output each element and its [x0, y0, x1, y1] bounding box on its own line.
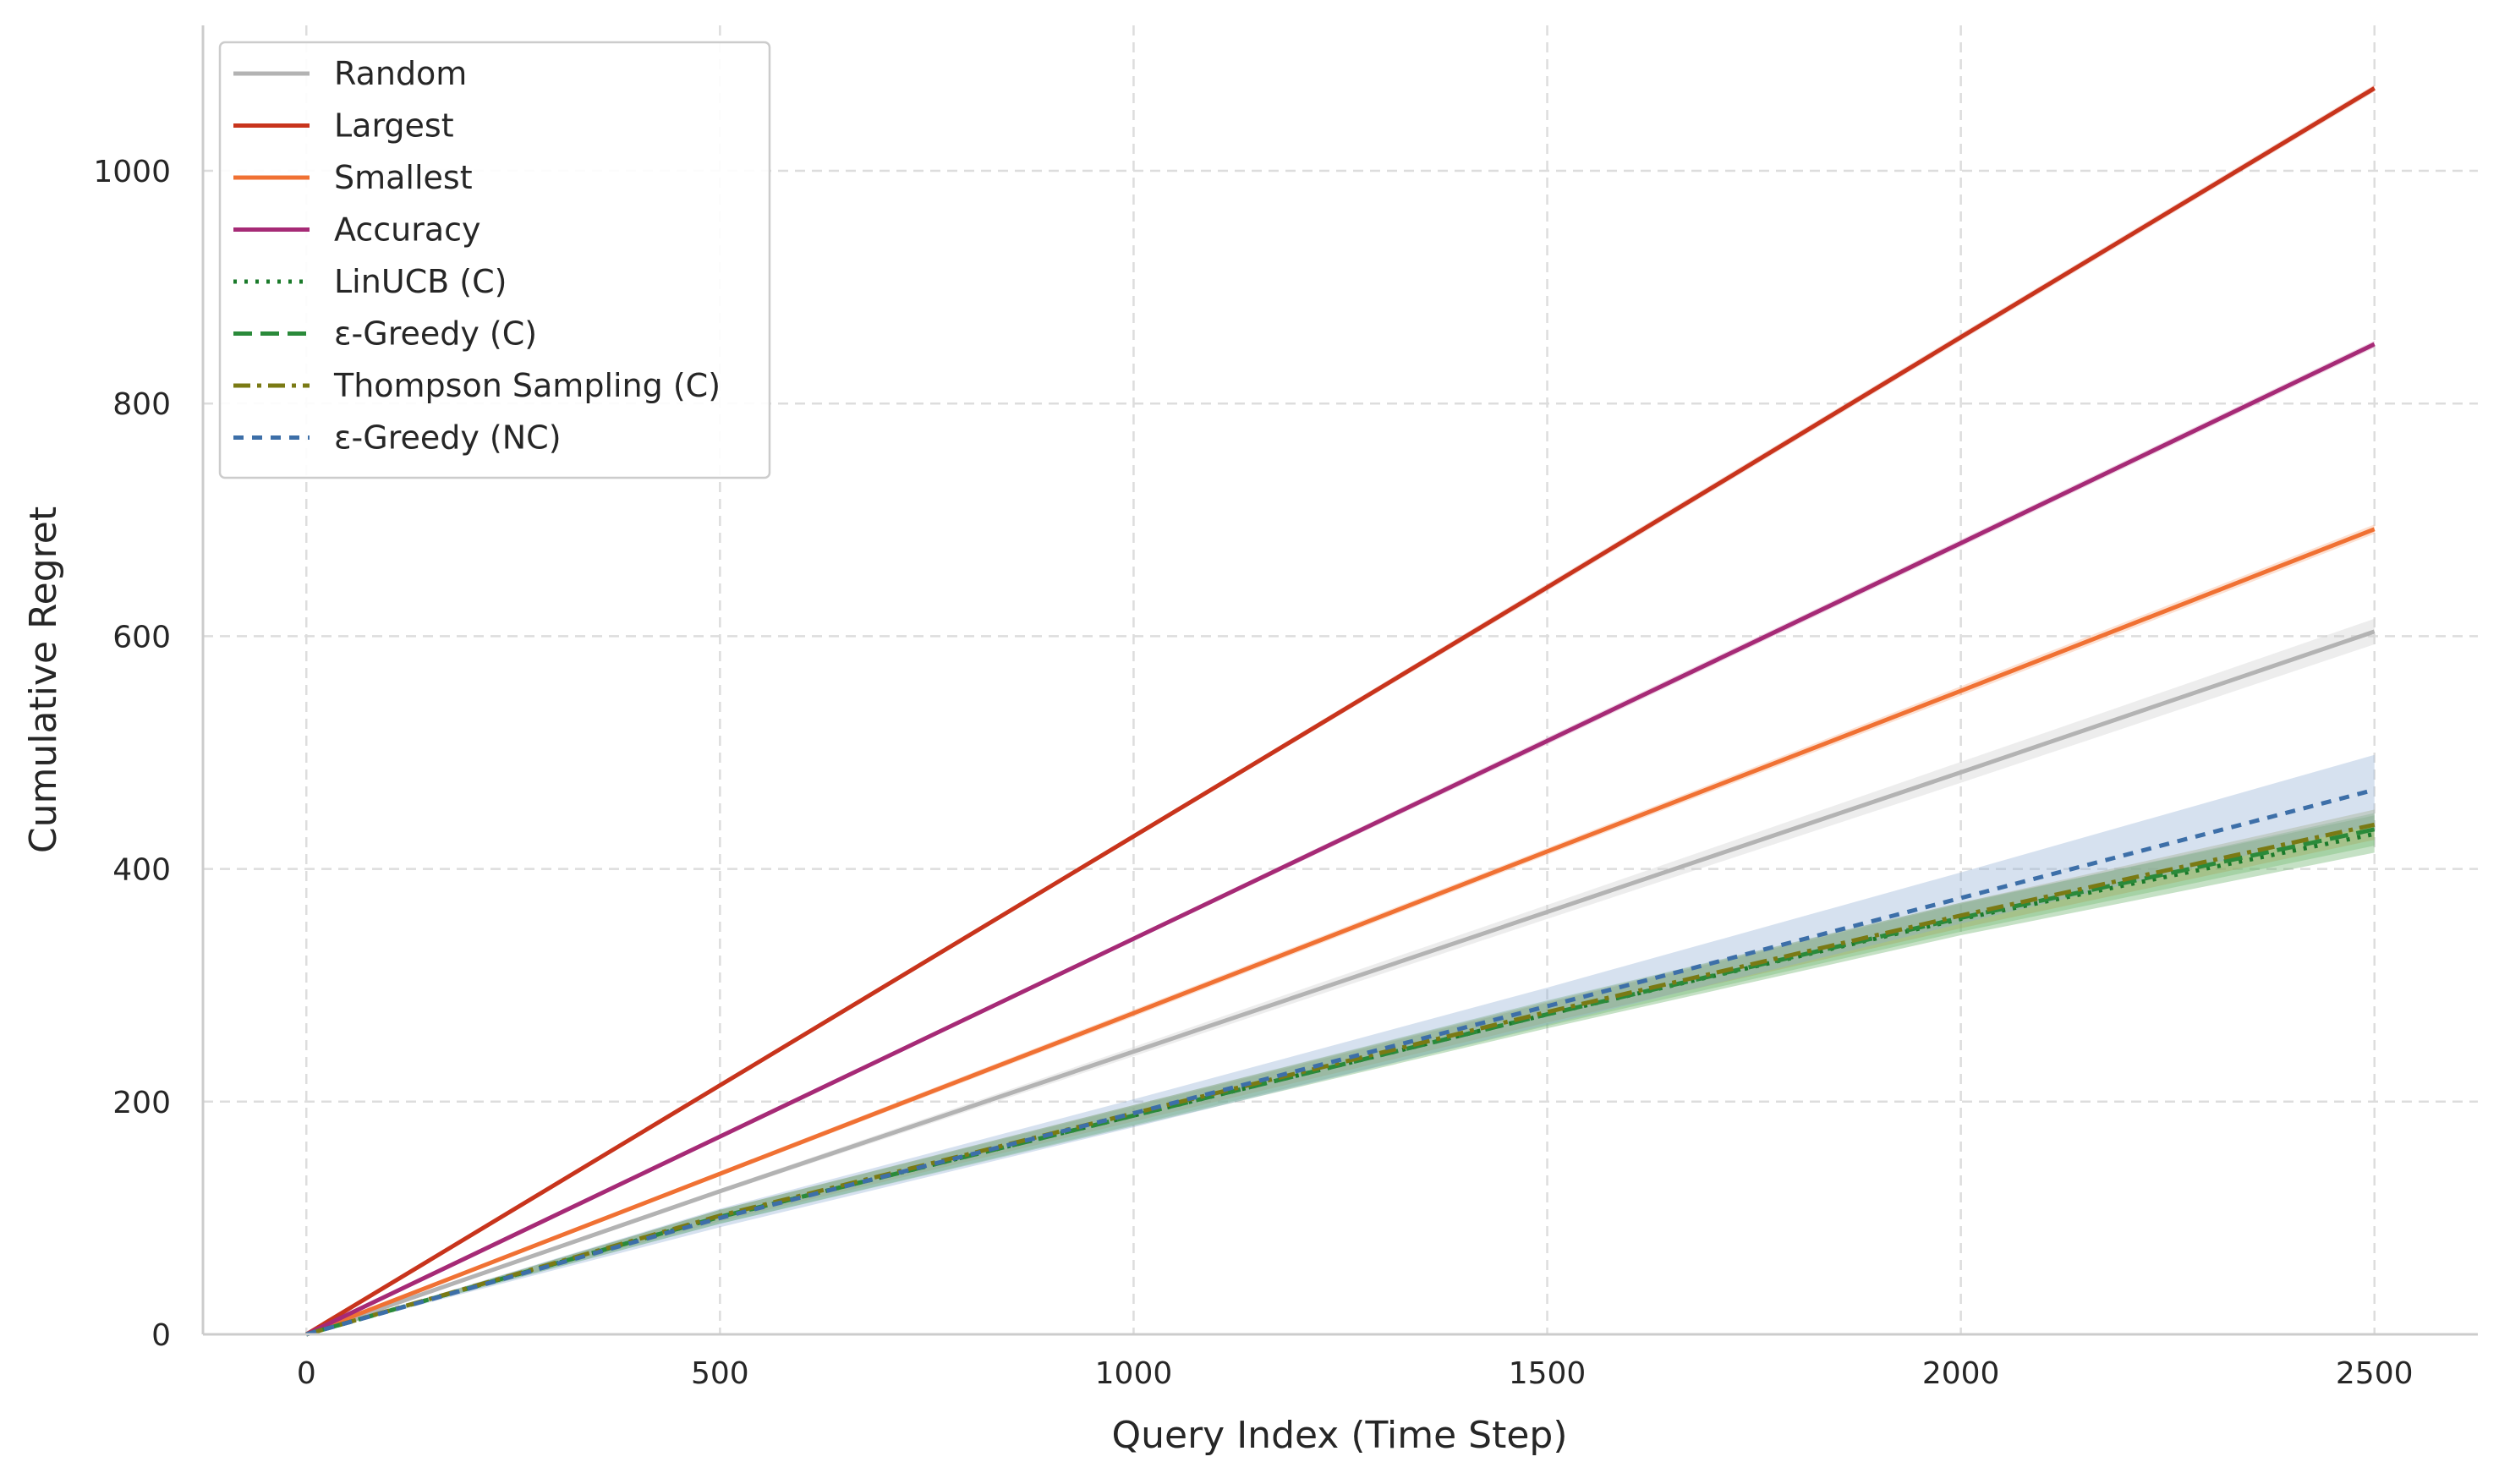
series-line-accuracy [305, 342, 2376, 1337]
legend-label-thompson-sampling-c: Thompson Sampling (C) [333, 367, 721, 404]
y-tick-label: 200 [112, 1086, 171, 1120]
tick-labels: 0 500 1000 1500 2000 2500 0 200 400 600 800 1000 [93, 155, 2413, 1391]
legend-label-smallest: Smallest [334, 159, 473, 196]
x-tick-label: 1500 [1509, 1356, 1587, 1391]
legend-label-largest: Largest [334, 107, 454, 145]
x-tick-label: 2500 [2336, 1356, 2414, 1391]
legend: Random Largest Smallest Accuracy LinUCB (C) ε… [218, 41, 771, 479]
x-tick-label: 1000 [1095, 1356, 1173, 1391]
x-axis-title: Query Index (Time Step) [1112, 1414, 1568, 1457]
series-line-largest [304, 86, 2376, 1337]
legend-label-random: Random [334, 55, 467, 92]
legend-label-epsilon-greedy-nc: ε-Greedy (NC) [334, 419, 562, 457]
series-line-smallest [305, 527, 2376, 1337]
y-tick-label: 600 [112, 620, 171, 654]
y-tick-label: 1000 [93, 155, 171, 189]
legend-frame [218, 41, 771, 479]
legend-label-linucb-c: LinUCB (C) [334, 263, 507, 300]
axes [201, 25, 2478, 1336]
x-tick-label: 2000 [1922, 1356, 2000, 1391]
y-tick-label: 400 [112, 853, 171, 888]
series-line-random [305, 629, 2376, 1337]
series-lines [304, 86, 2376, 1337]
x-tick-label: 500 [691, 1356, 749, 1391]
series-line-epsilon-greedy-nc [305, 787, 2376, 1337]
y-tick-label: 0 [151, 1318, 171, 1353]
y-tick-label: 800 [112, 387, 171, 422]
y-axis-title: Cumulative Regret [22, 507, 65, 853]
x-tick-label: 0 [297, 1356, 316, 1391]
legend-label-accuracy: Accuracy [334, 211, 481, 249]
band-linucb-c [306, 815, 2375, 1334]
legend-label-epsilon-greedy-c: ε-Greedy (C) [334, 315, 537, 353]
